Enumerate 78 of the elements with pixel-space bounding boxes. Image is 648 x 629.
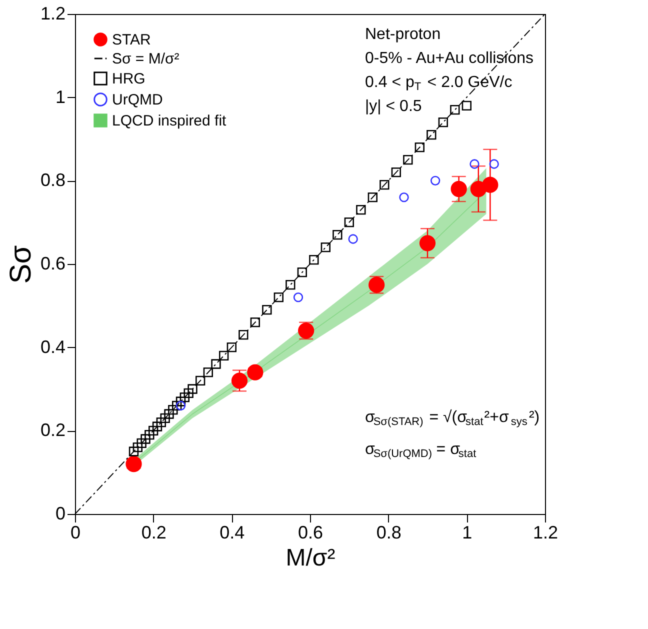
point	[380, 180, 390, 190]
point	[164, 409, 174, 419]
point	[450, 105, 460, 115]
point	[152, 422, 162, 432]
legend-label: UrQMD	[112, 92, 163, 108]
point	[489, 159, 499, 169]
point	[140, 434, 150, 444]
point	[128, 446, 139, 456]
legend-label: HRG	[112, 70, 146, 88]
point	[399, 192, 409, 202]
point	[344, 218, 354, 228]
point	[470, 159, 480, 169]
point	[414, 142, 424, 152]
point	[211, 359, 221, 369]
x-tick-label: 0.4	[220, 522, 245, 542]
point	[262, 305, 272, 315]
point	[176, 400, 186, 410]
point	[332, 230, 342, 240]
x-axis-title: M/σ²	[286, 544, 336, 572]
annotation: |y| < 0.5	[365, 98, 422, 115]
point	[450, 180, 467, 198]
point	[172, 400, 182, 410]
point	[196, 376, 206, 386]
annotation: Net-proton	[365, 26, 441, 43]
point	[203, 368, 213, 378]
point	[136, 438, 146, 448]
point	[462, 100, 472, 110]
y-axis-title: Sσ	[4, 244, 38, 284]
point	[231, 372, 248, 389]
point	[160, 413, 170, 423]
point	[368, 192, 378, 202]
point	[286, 280, 296, 290]
point	[356, 205, 366, 215]
point	[403, 155, 413, 165]
y-tick-label: 0.2	[40, 420, 66, 440]
point	[176, 396, 186, 406]
point	[144, 430, 154, 440]
x-tick-label: 0	[70, 522, 81, 542]
point	[391, 168, 401, 178]
point	[320, 242, 330, 252]
y-tick-label: 0.4	[40, 336, 66, 357]
legend-label: Sσ = M/σ²	[112, 50, 180, 68]
annotation: 0-5% - Au+Au collisions	[365, 50, 534, 67]
point	[438, 118, 448, 128]
point	[348, 234, 358, 244]
y-tick-label: 0	[55, 504, 66, 524]
point	[219, 350, 229, 360]
point	[148, 426, 158, 436]
point	[274, 292, 284, 302]
point	[293, 292, 304, 302]
point	[426, 130, 436, 140]
point	[184, 388, 194, 398]
point	[132, 442, 142, 452]
x-tick-label: 0.8	[376, 522, 402, 542]
point	[226, 342, 236, 352]
y-tick-label: 0.6	[40, 254, 66, 274]
x-tick-label: 0.6	[298, 522, 324, 542]
legend-label: STAR	[112, 32, 152, 48]
point	[297, 268, 307, 278]
y-tick-label: 0.8	[40, 170, 66, 190]
point	[309, 255, 319, 265]
point	[168, 405, 178, 415]
y-tick-label: 1.2	[40, 4, 66, 24]
point	[247, 364, 264, 380]
point	[180, 392, 190, 402]
point	[482, 176, 498, 193]
y-tick-label: 1	[55, 86, 66, 107]
point	[250, 318, 260, 328]
point	[188, 384, 198, 394]
x-tick-label: 0.2	[141, 522, 166, 542]
point	[156, 418, 166, 428]
point	[238, 330, 248, 340]
point	[430, 176, 440, 186]
legend-label: LQCD inspired fit	[112, 112, 228, 130]
x-tick-label: 1	[462, 522, 472, 542]
x-tick-label: 1.2	[532, 522, 558, 542]
point	[126, 456, 142, 472]
point	[419, 235, 436, 252]
